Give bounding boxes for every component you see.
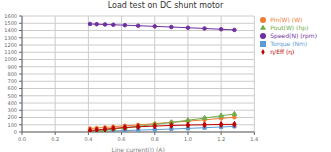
svg-text:0.2: 0.2: [51, 136, 59, 142]
svg-text:1400: 1400: [8, 27, 17, 33]
svg-text:800: 800: [8, 71, 17, 77]
svg-text:600: 600: [8, 85, 17, 91]
svg-text:1100: 1100: [8, 49, 17, 55]
svg-text:0.4: 0.4: [84, 136, 92, 142]
svg-text:Line current(I) (A): Line current(I) (A): [112, 146, 165, 152]
html-text:Pout(W) (hp): Pout(W) (hp): [270, 24, 309, 31]
svg-text:1.4: 1.4: [250, 136, 258, 142]
svg-text:1200: 1200: [8, 42, 17, 48]
html-text:Load test on DC shunt motor: Load test on DC shunt motor: [107, 1, 224, 10]
svg-text:0.0: 0.0: [18, 136, 26, 142]
svg-text:0.6: 0.6: [118, 136, 126, 142]
svg-text:400: 400: [8, 100, 17, 106]
svg-text:100: 100: [8, 122, 17, 128]
html-text:η/Eff (η): η/Eff (η): [270, 48, 295, 55]
html-text:Speed(N) (rpm): Speed(N) (rpm): [270, 32, 317, 39]
html-text:Pin(W) (W): Pin(W) (W): [270, 16, 303, 23]
svg-text:0: 0: [14, 129, 17, 135]
svg-text:700: 700: [8, 78, 17, 84]
svg-text:0.8: 0.8: [151, 136, 159, 142]
svg-text:1.2: 1.2: [217, 136, 225, 142]
svg-text:1300: 1300: [8, 35, 17, 41]
svg-text:300: 300: [8, 107, 17, 113]
html-text:Torque (Nm): Torque (Nm): [270, 40, 308, 47]
svg-text:200: 200: [8, 114, 17, 120]
svg-text:900: 900: [8, 64, 17, 70]
svg-text:1.0: 1.0: [184, 136, 192, 142]
svg-text:1500: 1500: [8, 20, 17, 26]
svg-text:500: 500: [8, 93, 17, 99]
svg-text:1000: 1000: [8, 56, 17, 62]
svg-text:1600: 1600: [8, 13, 17, 19]
